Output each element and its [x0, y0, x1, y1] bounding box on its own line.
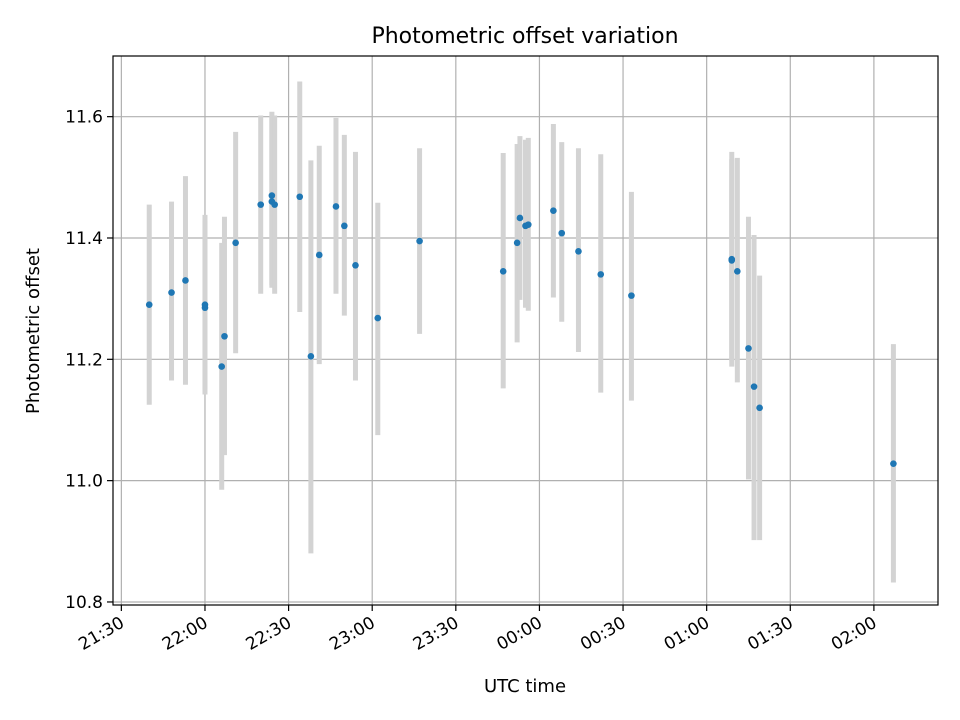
- data-point: [341, 222, 348, 230]
- data-point: [516, 214, 524, 222]
- data-point: [550, 207, 557, 214]
- data-point: [271, 201, 278, 208]
- data-point: [257, 201, 265, 208]
- data-point: [513, 239, 521, 247]
- data-point: [145, 301, 153, 309]
- data-point: [201, 301, 209, 309]
- plot-frame: [112, 55, 939, 606]
- data-point: [728, 257, 736, 264]
- data-point: [558, 229, 566, 237]
- x-tick-label: 22:30: [243, 613, 295, 655]
- x-tick-label: 02:00: [828, 613, 880, 655]
- data-point: [499, 268, 507, 275]
- data-points: [145, 192, 897, 467]
- x-tick-label: 01:30: [744, 613, 796, 655]
- data-point: [734, 268, 741, 275]
- data-point: [750, 383, 758, 390]
- data-point: [416, 237, 423, 245]
- data-point: [628, 292, 635, 299]
- x-tick-label: 23:00: [326, 613, 378, 655]
- data-point: [182, 277, 189, 284]
- y-tick-label: 11.6: [65, 108, 103, 128]
- data-point: [232, 239, 239, 247]
- data-point: [890, 460, 897, 467]
- error-bars: [146, 81, 896, 583]
- data-point: [374, 314, 382, 322]
- x-tick-label: 00:00: [494, 613, 546, 655]
- data-point: [332, 203, 340, 210]
- x-tick-label: 01:00: [661, 613, 713, 655]
- y-axis-label: Photometric offset: [23, 248, 44, 414]
- x-axis-label: UTC time: [484, 676, 566, 697]
- chart-title: Photometric offset variation: [371, 24, 678, 49]
- data-point: [315, 251, 323, 259]
- data-point: [575, 248, 582, 255]
- data-point: [745, 345, 752, 352]
- data-point: [756, 404, 763, 412]
- y-axis-ticks: 10.8 11.0 11.2 11.4 11.6: [65, 108, 113, 613]
- y-tick-label: 11.4: [65, 229, 103, 249]
- data-point: [168, 289, 175, 296]
- data-point: [296, 193, 304, 201]
- x-tick-label: 23:30: [410, 613, 462, 655]
- data-point: [307, 352, 315, 360]
- y-tick-label: 11.0: [65, 472, 103, 492]
- data-point: [268, 192, 276, 199]
- x-axis-ticks: 21:30 22:00 22:30 23:00 23:30 00:00 00:30 01:00…: [75, 605, 880, 655]
- x-tick-label: 22:00: [159, 613, 211, 655]
- x-tick-label: 21:30: [75, 613, 127, 655]
- data-point: [221, 332, 228, 340]
- y-tick-label: 10.8: [65, 593, 103, 613]
- data-point: [597, 271, 605, 278]
- data-point: [218, 363, 225, 370]
- x-tick-label: 00:30: [577, 613, 629, 655]
- data-point: [352, 261, 359, 269]
- data-point: [524, 221, 532, 228]
- y-tick-label: 11.2: [65, 350, 103, 370]
